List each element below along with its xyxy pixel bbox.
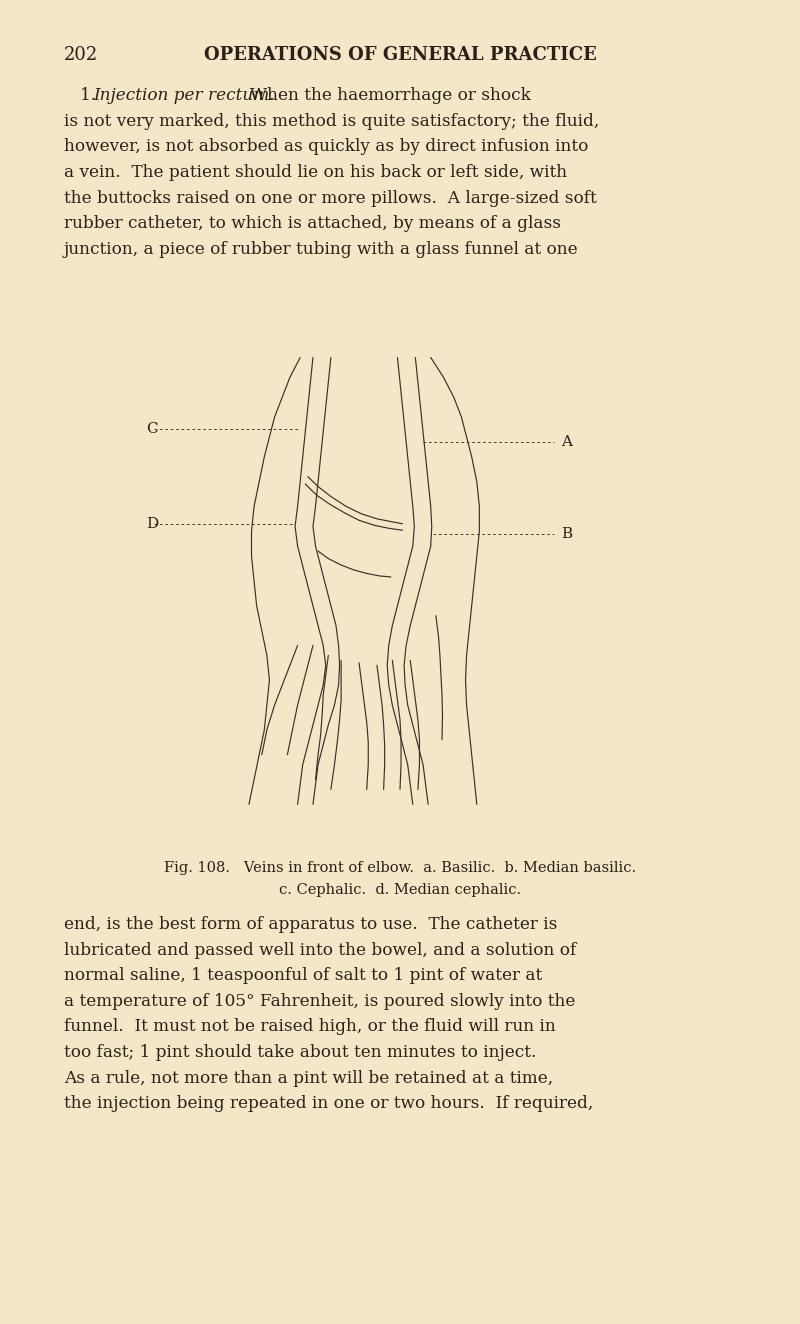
Text: too fast; 1 pint should take about ten minutes to inject.: too fast; 1 pint should take about ten m… bbox=[64, 1043, 537, 1061]
Text: As a rule, not more than a pint will be retained at a time,: As a rule, not more than a pint will be … bbox=[64, 1070, 553, 1087]
Text: the injection being repeated in one or two hours.  If required,: the injection being repeated in one or t… bbox=[64, 1095, 594, 1112]
Text: however, is not absorbed as quickly as by direct infusion into: however, is not absorbed as quickly as b… bbox=[64, 139, 588, 155]
Text: end, is the best form of apparatus to use.  The catheter is: end, is the best form of apparatus to us… bbox=[64, 916, 558, 933]
Text: D: D bbox=[146, 516, 159, 531]
Text: Fig. 108.   Veins in front of elbow.  a. Basilic.  b. Median basilic.: Fig. 108. Veins in front of elbow. a. Ba… bbox=[164, 861, 636, 875]
Text: is not very marked, this method is quite satisfactory; the fluid,: is not very marked, this method is quite… bbox=[64, 113, 599, 130]
Text: 202: 202 bbox=[64, 46, 98, 65]
Text: B: B bbox=[562, 527, 573, 540]
Text: OPERATIONS OF GENERAL PRACTICE: OPERATIONS OF GENERAL PRACTICE bbox=[204, 46, 596, 65]
Text: Injection per rectum.: Injection per rectum. bbox=[93, 87, 274, 105]
Text: When the haemorrhage or shock: When the haemorrhage or shock bbox=[239, 87, 531, 105]
Text: junction, a piece of rubber tubing with a glass funnel at one: junction, a piece of rubber tubing with … bbox=[64, 241, 578, 258]
Text: a vein.  The patient should lie on his back or left side, with: a vein. The patient should lie on his ba… bbox=[64, 164, 567, 181]
Text: rubber catheter, to which is attached, by means of a glass: rubber catheter, to which is attached, b… bbox=[64, 214, 561, 232]
Text: 1.: 1. bbox=[64, 87, 102, 105]
Text: C: C bbox=[146, 422, 158, 437]
Text: lubricated and passed well into the bowel, and a solution of: lubricated and passed well into the bowe… bbox=[64, 941, 576, 959]
Text: normal saline, 1 teaspoonful of salt to 1 pint of water at: normal saline, 1 teaspoonful of salt to … bbox=[64, 968, 542, 984]
Text: the buttocks raised on one or more pillows.  A large-sized soft: the buttocks raised on one or more pillo… bbox=[64, 189, 597, 207]
Text: A: A bbox=[562, 434, 572, 449]
Text: c. Cephalic.  d. Median cephalic.: c. Cephalic. d. Median cephalic. bbox=[279, 883, 521, 898]
Text: funnel.  It must not be raised high, or the fluid will run in: funnel. It must not be raised high, or t… bbox=[64, 1018, 556, 1035]
Text: a temperature of 105° Fahrenheit, is poured slowly into the: a temperature of 105° Fahrenheit, is pou… bbox=[64, 993, 575, 1010]
